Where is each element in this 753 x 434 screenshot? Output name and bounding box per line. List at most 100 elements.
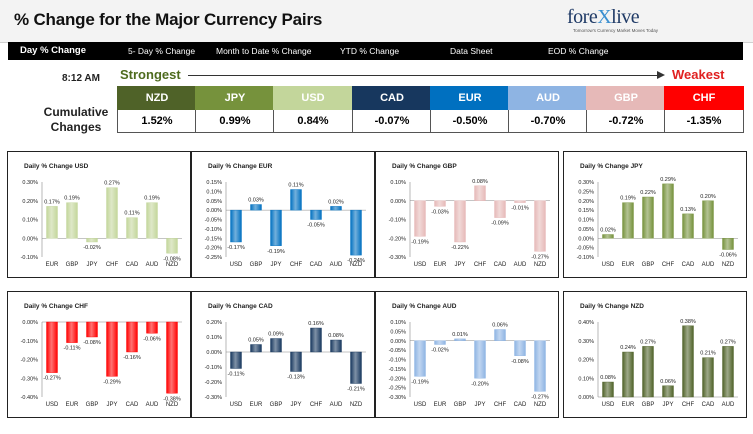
- data-label: -0.21%: [347, 387, 365, 393]
- data-label: -0.27%: [43, 376, 61, 382]
- timestamp: 8:12 AM: [62, 73, 100, 84]
- bar-chf: [106, 187, 118, 239]
- tab-ytd-change[interactable]: YTD % Change: [340, 46, 400, 56]
- x-tick-label: CAD: [494, 262, 507, 268]
- data-label: 0.02%: [328, 199, 344, 205]
- bar-gbp: [86, 321, 98, 338]
- data-label: 0.05%: [248, 338, 264, 344]
- currency-name: GBP: [586, 86, 666, 110]
- bar-gbp: [66, 202, 78, 239]
- bar-gbp: [454, 338, 466, 341]
- chart-usd[interactable]: Daily % Change USD 0.30% 0.20% 0.10% 0.00% -0…: [7, 151, 191, 278]
- data-label: -0.20%: [471, 381, 489, 387]
- y-tick-label: -0.05%: [205, 218, 223, 224]
- x-tick-label: NZD: [534, 262, 547, 268]
- data-label: 0.01%: [452, 332, 468, 338]
- x-tick-label: EUR: [434, 402, 447, 408]
- strength-arrow-head: [657, 71, 665, 79]
- x-tick-label: AUD: [514, 262, 527, 268]
- data-label: -0.06%: [143, 336, 161, 342]
- x-tick-label: EUR: [622, 402, 635, 408]
- bar-gbp: [642, 196, 654, 239]
- data-label: 0.11%: [124, 211, 139, 217]
- data-label: -0.08%: [83, 340, 101, 346]
- y-tick-label: 0.40%: [578, 320, 594, 326]
- bar-usd: [414, 340, 426, 377]
- tab-5day-change[interactable]: 5- Day % Change: [128, 46, 196, 56]
- y-tick-label: 0.00%: [390, 339, 406, 345]
- data-label: -0.03%: [431, 209, 449, 215]
- x-tick-label: JPY: [270, 262, 281, 268]
- data-label: -0.27%: [531, 254, 549, 260]
- x-tick-label: CHF: [310, 402, 323, 408]
- y-tick-label: 0.00%: [206, 208, 222, 214]
- y-tick-label: 0.20%: [22, 199, 38, 205]
- chart-title: Daily % Change JPY: [580, 163, 644, 170]
- bar-jpy: [474, 340, 486, 379]
- y-tick-label: -0.20%: [21, 358, 39, 364]
- x-tick-label: GBP: [86, 402, 99, 408]
- bar-aud: [702, 200, 714, 239]
- y-tick-label: 0.25%: [578, 189, 594, 195]
- bar-cad: [702, 357, 714, 398]
- bar-nzd: [722, 238, 734, 250]
- x-tick-label: GBP: [66, 262, 79, 268]
- bar-eur: [66, 321, 78, 343]
- y-tick-label: -0.15%: [389, 367, 407, 373]
- tab-eod-change[interactable]: EOD % Change: [548, 46, 609, 56]
- data-label: 0.19%: [144, 196, 160, 202]
- currency-box-usd: USD 0.84%: [273, 86, 353, 134]
- y-tick-label: 0.10%: [206, 189, 222, 195]
- x-tick-label: CAD: [310, 262, 323, 268]
- y-tick-label: -0.20%: [205, 246, 223, 252]
- data-label: 0.17%: [44, 199, 60, 205]
- tab-month-to-date-change[interactable]: Month to Date % Change: [216, 46, 312, 56]
- logo-text-x: X: [597, 6, 612, 28]
- x-tick-label: USD: [46, 402, 59, 408]
- y-tick-label: 0.20%: [578, 199, 594, 205]
- bar-usd: [602, 381, 614, 398]
- x-tick-label: NZD: [350, 402, 363, 408]
- currency-name: JPY: [195, 86, 275, 110]
- x-tick-label: USD: [602, 262, 615, 268]
- chart-eur[interactable]: Daily % Change EUR 0.15% 0.10% 0.05% 0.00% -0…: [191, 151, 375, 278]
- bar-aud: [146, 202, 158, 239]
- data-label: 0.27%: [104, 181, 120, 187]
- chart-gbp[interactable]: Daily % Change GBP 0.10% 0.00% -0.10% -0.20%…: [375, 151, 559, 278]
- bar-cad: [494, 200, 506, 218]
- bar-jpy: [106, 321, 118, 377]
- chart-jpy[interactable]: Daily % Change JPY 0.30% 0.25% 0.20% 0.15% 0.…: [563, 151, 747, 278]
- data-label: 0.19%: [64, 196, 80, 202]
- y-tick-label: 0.10%: [22, 218, 38, 224]
- y-tick-label: 0.10%: [578, 376, 594, 382]
- y-tick-label: -0.10%: [205, 227, 223, 233]
- data-label: 0.13%: [680, 207, 696, 213]
- data-label: -0.08%: [511, 359, 529, 365]
- currency-box-gbp: GBP -0.72%: [586, 86, 666, 134]
- chart-chf[interactable]: Daily % Change CHF 0.00% -0.10% -0.20% -0.30…: [7, 291, 191, 418]
- chart-cad[interactable]: Daily % Change CAD 0.20% 0.10% 0.00% -0.10% -…: [191, 291, 375, 418]
- y-tick-label: 0.20%: [578, 358, 594, 364]
- data-label: 0.38%: [680, 319, 696, 325]
- chart-aud[interactable]: Daily % Change AUD 0.10% 0.05% 0.00% -0.05% -…: [375, 291, 559, 418]
- forexlive-logo[interactable]: foreXlive Tomorrow's Currency Market Mov…: [567, 6, 658, 38]
- bar-usd: [46, 321, 58, 373]
- chart-nzd[interactable]: Daily % Change NZD 0.40% 0.30% 0.20% 0.10% 0.…: [563, 291, 747, 418]
- y-tick-label: -0.20%: [389, 376, 407, 382]
- tab-day-change[interactable]: Day % Change: [20, 45, 86, 56]
- x-tick-label: CAD: [126, 402, 139, 408]
- bar-cad: [126, 321, 138, 353]
- currency-name: CHF: [664, 86, 744, 110]
- bar-usd: [230, 351, 242, 369]
- x-tick-label: AUD: [722, 402, 735, 408]
- x-tick-label: GBP: [642, 402, 655, 408]
- bar-cad: [126, 217, 138, 239]
- tab-data-sheet[interactable]: Data Sheet: [450, 46, 493, 56]
- data-label: -0.22%: [451, 245, 469, 251]
- data-label: 0.02%: [600, 228, 616, 234]
- currency-box-cad: CAD -0.07%: [352, 86, 432, 134]
- currency-box-chf: CHF -1.35%: [664, 86, 744, 134]
- data-label: 0.06%: [492, 323, 508, 329]
- data-label: -0.08%: [163, 256, 181, 262]
- logo-tagline: Tomorrow's Currency Market Moves Today: [573, 28, 659, 33]
